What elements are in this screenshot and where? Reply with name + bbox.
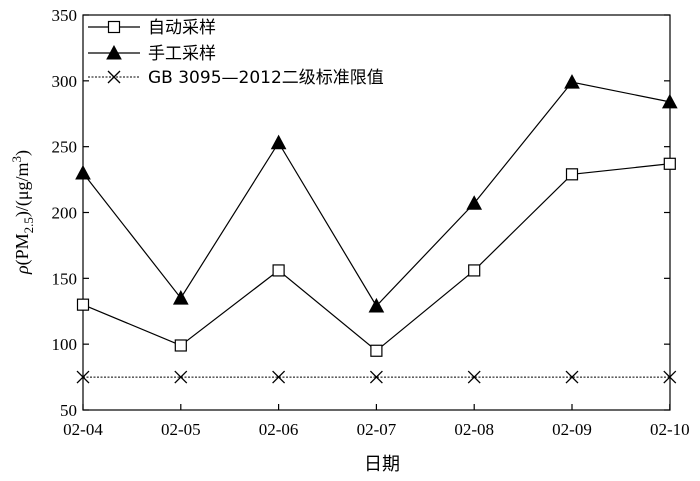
- x-marker-stroke: [565, 370, 579, 384]
- series-line: [82, 163, 670, 352]
- y-tick-label: 350: [52, 6, 78, 25]
- data-point: [370, 344, 383, 357]
- x-marker-stroke: [174, 370, 188, 384]
- y-axis-title-sup: 3: [9, 156, 24, 163]
- x-marker-stroke: [76, 370, 90, 384]
- x-tick-label: 02-08: [454, 420, 494, 439]
- data-point: [661, 93, 678, 109]
- x-tick-label: 02-04: [63, 420, 103, 439]
- y-axis-ticks: 50 100 150 200 250 300 350: [52, 6, 670, 420]
- series-layer: [75, 74, 678, 384]
- x-tick-label: 02-07: [357, 420, 397, 439]
- legend-item: 自动采样: [88, 18, 216, 38]
- legend-marker: [107, 70, 121, 84]
- x-tick-label: 02-10: [650, 420, 690, 439]
- legend-label: GB 3095—2012二级标准限值: [148, 68, 384, 88]
- y-axis-title: ρ(PM2.5)/(μg/m3): [9, 150, 36, 275]
- legend-item: GB 3095—2012二级标准限值: [88, 68, 384, 88]
- data-point: [174, 339, 187, 352]
- data-point: [565, 168, 579, 181]
- data-point: [272, 264, 285, 277]
- y-tick-label: 300: [52, 72, 78, 91]
- y-axis-title-rho: ρ: [12, 265, 32, 275]
- data-point: [467, 370, 481, 384]
- y-tick-label: 50: [60, 401, 77, 420]
- y-tick-label: 150: [52, 269, 78, 288]
- data-point: [76, 370, 90, 384]
- x-marker-stroke: [107, 70, 121, 84]
- data-point: [369, 370, 383, 384]
- x-tick-label: 02-09: [552, 420, 592, 439]
- series-0: [76, 157, 676, 357]
- series-1: [75, 74, 678, 313]
- data-point: [466, 195, 483, 210]
- x-axis-title: 日期: [364, 454, 400, 475]
- data-point: [272, 370, 286, 384]
- x-marker-stroke: [272, 370, 286, 384]
- data-point: [76, 298, 90, 311]
- y-tick-label: 100: [52, 335, 78, 354]
- y-axis-title-open: (PM: [12, 233, 33, 265]
- x-marker-stroke: [369, 370, 383, 384]
- x-tick-label: 02-06: [259, 420, 299, 439]
- data-point: [75, 164, 91, 180]
- y-axis-title-close: ): [12, 150, 33, 156]
- legend-label: 手工采样: [148, 44, 216, 64]
- x-marker-stroke: [663, 370, 677, 384]
- data-point: [663, 157, 676, 170]
- series-2: [76, 370, 677, 384]
- data-point: [663, 370, 677, 384]
- x-tick-label: 02-05: [161, 420, 201, 439]
- legend-marker: [106, 44, 122, 60]
- legend-marker: [107, 20, 121, 34]
- data-point: [174, 370, 188, 384]
- data-point: [564, 74, 580, 89]
- data-point: [468, 264, 481, 277]
- y-axis-title-sub: 2.5: [21, 217, 36, 233]
- x-axis-ticks: 02-04 02-05 02-06 02-07 02-08 02-09 02-10: [63, 404, 690, 439]
- legend-item: 手工采样: [88, 44, 216, 64]
- data-point: [270, 134, 287, 150]
- data-point: [172, 290, 189, 305]
- y-tick-label: 250: [52, 138, 78, 157]
- legend-label: 自动采样: [148, 18, 216, 38]
- data-point: [565, 370, 579, 384]
- data-point: [368, 297, 385, 313]
- x-marker-stroke: [467, 370, 481, 384]
- y-tick-label: 200: [52, 204, 78, 223]
- series-line: [82, 81, 670, 307]
- y-axis-title-mid: )/(μg/m: [12, 162, 33, 217]
